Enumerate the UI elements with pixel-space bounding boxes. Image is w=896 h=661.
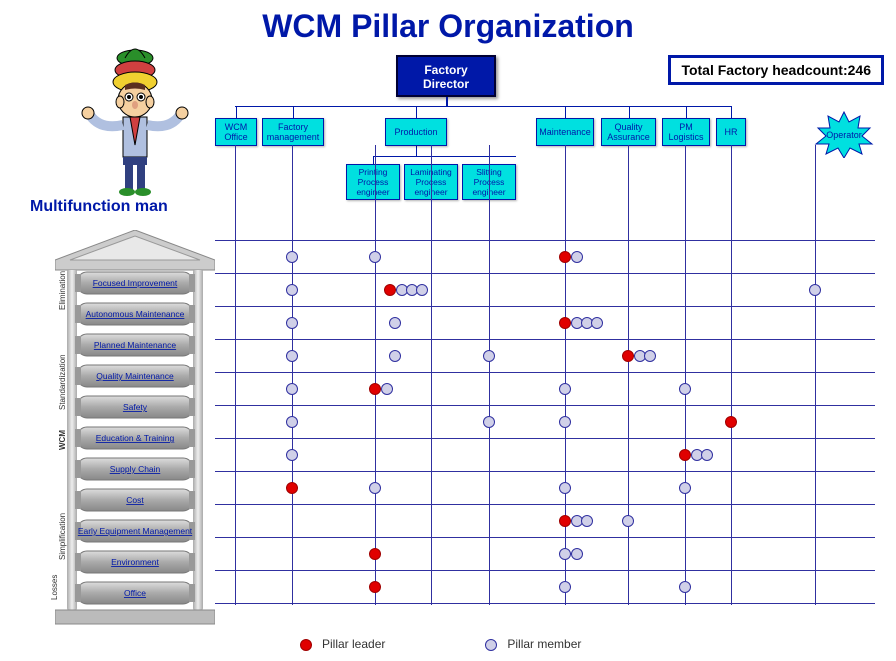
side-label: Simplification [58,513,67,560]
pillar-member-dot [286,449,298,461]
dept-box-production: Production [385,118,447,146]
svg-text:Cost: Cost [126,495,144,505]
org-connector [373,156,374,164]
side-label: Standardization [58,354,67,410]
org-connector [373,156,516,157]
member-dot-icon [485,639,497,651]
pillar-member-dot [286,416,298,428]
pillar-member-dot [679,581,691,593]
pillar-temple: Focused Improvement Autonomous Maintenanc… [55,230,215,625]
side-label: Losses [50,575,59,600]
svg-text:Quality Maintenance: Quality Maintenance [96,371,174,381]
pillar-member-dot [369,251,381,263]
svg-text:Planned Maintenance: Planned Maintenance [94,340,177,350]
svg-text:Office: Office [124,588,146,598]
pillar-member-dot [644,350,656,362]
org-connector [416,146,417,156]
side-label: WCM [58,430,67,450]
svg-text:Autonomous Maintenance: Autonomous Maintenance [86,309,185,319]
dept-box-factory-management: Factory management [262,118,324,146]
pillar-leader-dot [369,581,381,593]
engineer-box: Printing Process engineer [346,164,400,200]
pillar-member-dot [559,548,571,560]
pillar-member-dot [286,251,298,263]
pillar-member-dot [286,317,298,329]
org-connector [235,106,732,107]
svg-text:Focused Improvement: Focused Improvement [93,278,178,288]
pillar-member-dot [381,383,393,395]
pillar-member-dot [559,383,571,395]
legend: Pillar leader Pillar member [300,637,581,651]
dept-box-quality-assurance: Quality Assurance [601,118,656,146]
pillar-member-dot [571,548,583,560]
pillar-leader-dot [559,251,571,263]
pillar-member-dot [559,416,571,428]
pillar-leader-dot [725,416,737,428]
factory-director-box: FactoryDirector [396,55,496,97]
matrix-grid [215,240,875,605]
pillar-leader-dot [369,548,381,560]
multifunction-man-figure [65,40,205,205]
pillar-member-dot [286,284,298,296]
pillar-member-dot [679,482,691,494]
pillar-leader-dot [622,350,634,362]
pillar-member-dot [369,482,381,494]
pillar-member-dot [679,383,691,395]
pillar-leader-dot [286,482,298,494]
pillar-member-dot [389,350,401,362]
pillar-member-dot [581,515,593,527]
leader-dot-icon [300,639,312,651]
pillar-member-dot [559,482,571,494]
pillar-member-dot [389,317,401,329]
operator-starburst: Operator [814,110,874,163]
multifunction-label: Multifunction man [30,198,168,216]
dept-box-wcm-office: WCM Office [215,118,257,146]
pillar-member-dot [622,515,634,527]
svg-text:Supply Chain: Supply Chain [110,464,161,474]
headcount-box: Total Factory headcount:246 [668,55,884,85]
pillar-leader-dot [384,284,396,296]
legend-leader: Pillar leader [300,637,385,651]
legend-member: Pillar member [485,637,581,651]
pillar-leader-dot [559,317,571,329]
legend-member-label: Pillar member [507,637,581,651]
pillar-member-dot [809,284,821,296]
svg-text:Environment: Environment [111,557,159,567]
pillar-member-dot [559,581,571,593]
pillar-member-dot [483,350,495,362]
pillar-member-dot [286,350,298,362]
svg-text:Safety: Safety [123,402,148,412]
svg-text:Education & Training: Education & Training [96,433,175,443]
legend-leader-label: Pillar leader [322,637,385,651]
pillar-member-dot [701,449,713,461]
pillar-member-dot [416,284,428,296]
pillar-leader-dot [559,515,571,527]
side-label: Elimination [58,271,67,310]
pillar-member-dot [571,251,583,263]
pillar-leader-dot [369,383,381,395]
dept-box-pm-logistics: PM Logistics [662,118,710,146]
pillar-leader-dot [679,449,691,461]
pillar-member-dot [483,416,495,428]
dept-box-hr: HR [716,118,746,146]
pillar-member-dot [286,383,298,395]
svg-text:Early Equipment Management: Early Equipment Management [78,526,193,536]
org-connector [446,97,448,106]
pillar-member-dot [591,317,603,329]
svg-text:Operator: Operator [826,130,862,140]
dept-box-maintenance: Maintenance [536,118,594,146]
